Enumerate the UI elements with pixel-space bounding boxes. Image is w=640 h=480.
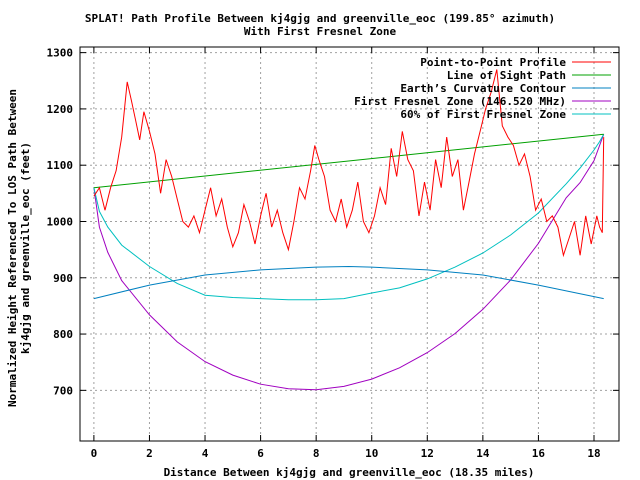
series-line-4 — [93, 134, 605, 391]
x-tick-label: 10 — [365, 447, 378, 460]
x-tick-label: 14 — [476, 447, 490, 460]
legend-label-5: 60% of First Fresnel Zone — [400, 108, 566, 121]
x-tick-label: 18 — [587, 447, 600, 460]
legend-label-4: First Fresnel Zone (146.520 MHz) — [354, 95, 566, 108]
x-tick-label: 6 — [257, 447, 264, 460]
series-line-1 — [93, 69, 605, 258]
legend-label-3: Earth’s Curvature Contour — [400, 82, 566, 95]
grid-lines — [80, 47, 619, 441]
y-tick-label: 800 — [53, 328, 73, 341]
x-axis-label: Distance Between kj4gjg and greenville_e… — [164, 466, 535, 479]
series-layer — [93, 69, 605, 391]
y-tick-label: 1300 — [47, 47, 74, 60]
x-tick-label: 8 — [313, 447, 320, 460]
y-axis-label-line2: kj4gjg and greenville_eoc (feet) — [19, 142, 32, 354]
x-tick-label: 4 — [202, 447, 209, 460]
y-tick-label: 1000 — [47, 215, 74, 228]
y-axis-label-line1: Normalized Height Referenced To LOS Path… — [6, 89, 19, 407]
y-tick-label: 700 — [53, 384, 73, 397]
legend-label-2: Line of Sight Path — [447, 69, 566, 82]
axis-ticks: 0 2 4 6 8 10 12 14 16 18 700 800 900 1000 1100 1200 1300 — [47, 47, 619, 460]
x-tick-label: 16 — [532, 447, 546, 460]
chart-subtitle: With First Fresnel Zone — [243, 25, 397, 38]
y-tick-label: 1200 — [47, 103, 74, 116]
legend-label-1: Point-to-Point Profile — [420, 56, 566, 69]
series-line-5 — [93, 133, 605, 301]
series-line-3 — [93, 265, 604, 300]
y-tick-label: 900 — [53, 272, 73, 285]
x-tick-label: 12 — [421, 447, 434, 460]
series-line-2 — [93, 133, 604, 189]
y-tick-label: 1100 — [47, 159, 74, 172]
x-tick-label: 2 — [146, 447, 153, 460]
plot-frame — [79, 46, 620, 442]
x-tick-label: 0 — [91, 447, 98, 460]
chart-title: SPLAT! Path Profile Between kj4gjg and g… — [84, 12, 556, 25]
